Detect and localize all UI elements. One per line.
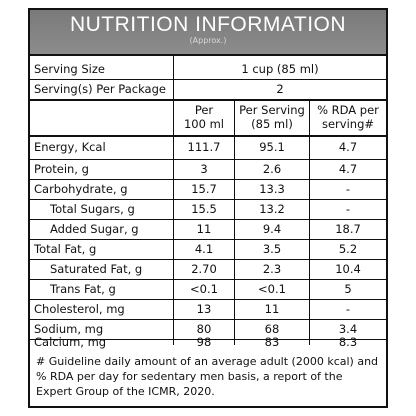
header-divider — [30, 54, 386, 56]
per100-value: 98 — [196, 335, 212, 349]
per100-value: 11 — [196, 222, 212, 236]
per-serving-value: 68 — [264, 322, 280, 336]
per100-value: <0.1 — [190, 282, 218, 296]
row-divider — [30, 199, 386, 200]
per100-value: 2.70 — [191, 262, 217, 276]
nutrition-header: NUTRITION INFORMATION (Approx.) — [30, 10, 386, 54]
section-divider — [30, 99, 386, 101]
row-divider — [30, 279, 386, 280]
nutrition-panel: NUTRITION INFORMATION (Approx.) Serving … — [28, 8, 388, 408]
per-serving-value: 83 — [264, 335, 280, 349]
per100-value: 3 — [200, 162, 208, 176]
row-divider — [30, 79, 386, 80]
rda-value: 18.7 — [335, 222, 361, 236]
col-per100-line2: 100 ml — [183, 117, 224, 131]
per100-value: 15.5 — [191, 202, 217, 216]
nutrient-label: Added Sugar, g — [50, 222, 139, 236]
per100-value: 4.1 — [194, 242, 214, 256]
per100-value: 13 — [196, 302, 212, 316]
rda-value: 5.2 — [338, 242, 358, 256]
col-per-serving-line1: Per Serving — [239, 103, 305, 117]
nutrient-label: Energy, Kcal — [34, 140, 106, 154]
col-per100-line1: Per — [194, 103, 214, 117]
column-line — [234, 100, 235, 345]
per-serving-value: 9.4 — [262, 222, 282, 236]
nutrient-label: Carbohydrate, g — [34, 182, 128, 196]
col-rda-line2: serving# — [321, 117, 375, 131]
row-divider — [30, 259, 386, 260]
column-line — [173, 100, 174, 345]
rda-value: 4.7 — [338, 162, 358, 176]
rda-value: 5 — [344, 282, 352, 296]
per-serving-value: 95.1 — [259, 140, 285, 154]
nutrient-label: Sodium, mg — [34, 322, 104, 336]
nutrient-label: Cholesterol, mg — [34, 302, 125, 316]
servings-per-package-value: 2 — [276, 82, 284, 96]
col-rda-line1: % RDA per — [317, 103, 379, 117]
nutrient-label: Total Sugars, g — [50, 202, 135, 216]
per-serving-value: 3.5 — [262, 242, 282, 256]
servings-per-package-label: Serving(s) Per Package — [34, 82, 166, 96]
per-serving-value: 13.3 — [259, 182, 285, 196]
nutrient-label: Protein, g — [34, 162, 89, 176]
per-serving-value: 11 — [264, 302, 280, 316]
column-line — [173, 55, 174, 99]
row-divider — [30, 299, 386, 300]
per100-value: 15.7 — [191, 182, 217, 196]
row-divider — [30, 219, 386, 220]
row-divider — [30, 179, 386, 180]
row-divider — [30, 239, 386, 240]
row-divider — [30, 319, 386, 320]
footnote: # Guideline daily amount of an average a… — [36, 355, 379, 398]
nutrition-subtitle: (Approx.) — [189, 36, 227, 45]
rda-value: 10.4 — [335, 262, 361, 276]
nutrient-label: Total Fat, g — [34, 242, 97, 256]
nutrition-title: NUTRITION INFORMATION — [69, 13, 347, 36]
col-per-serving-line2: (85 ml) — [251, 117, 293, 131]
nutrient-label: Calcium, mg — [34, 335, 107, 349]
rda-value: - — [345, 202, 351, 216]
rda-value: - — [345, 302, 351, 316]
per-serving-value: 13.2 — [259, 202, 285, 216]
per-serving-value: 2.3 — [262, 262, 282, 276]
per100-value: 111.7 — [187, 140, 221, 154]
nutrient-label: Trans Fat, g — [50, 282, 116, 296]
per-serving-value: <0.1 — [258, 282, 286, 296]
per100-value: 80 — [196, 322, 212, 336]
rda-value: 4.7 — [338, 140, 358, 154]
rda-value: - — [345, 182, 351, 196]
per-serving-value: 2.6 — [262, 162, 282, 176]
serving-size-label: Serving Size — [34, 62, 105, 76]
row-divider — [30, 339, 386, 340]
nutrient-label: Saturated Fat, g — [50, 262, 143, 276]
row-divider — [30, 159, 386, 160]
column-line — [309, 100, 310, 345]
rda-value: 3.4 — [338, 322, 358, 336]
columns-divider — [30, 135, 386, 137]
serving-size-value: 1 cup (85 ml) — [241, 62, 319, 76]
rda-value: 8.3 — [338, 335, 358, 349]
